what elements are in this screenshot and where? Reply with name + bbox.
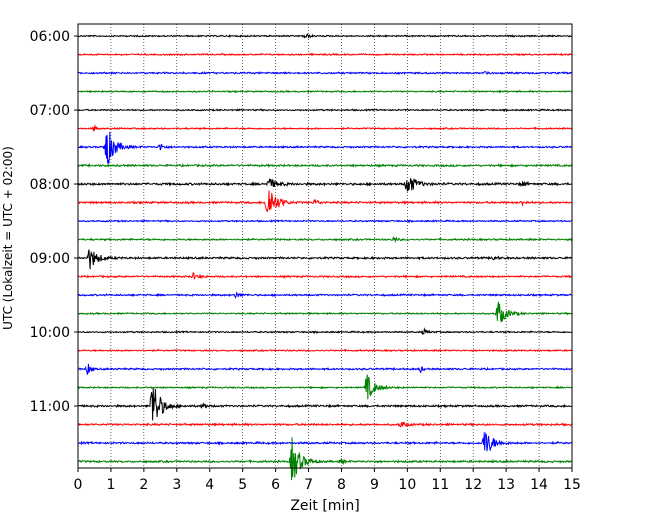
x-tick-label: 9 <box>370 477 379 493</box>
seismogram-trace <box>77 178 573 192</box>
x-tick-label: 1 <box>106 477 115 493</box>
seismogram-trace <box>77 432 573 452</box>
x-tick-label: 8 <box>337 477 346 493</box>
seismogram-trace <box>77 301 573 323</box>
y-axis-ticks: 06:00 07:00 08:00 09:00 10:00 11:00 <box>30 29 78 415</box>
x-axis-label: Zeit [min] <box>290 498 359 514</box>
x-axis-ticks: 0 1 2 3 4 5 6 7 8 9 10 11 12 13 14 15 <box>74 468 581 493</box>
seismogram-trace <box>77 271 573 280</box>
x-tick-label: 0 <box>74 477 83 493</box>
y-axis-label: UTC (Lokalzeit = UTC + 02:00) <box>1 146 15 330</box>
y-tick-label: 06:00 <box>30 29 70 45</box>
y-tick-label: 07:00 <box>30 103 70 119</box>
seismogram-trace <box>77 162 572 169</box>
plot-frame <box>77 23 573 469</box>
seismogram-trace <box>77 421 573 428</box>
seismogram-trace <box>77 387 573 421</box>
x-tick-label: 5 <box>238 477 247 493</box>
seismogram-trace <box>77 327 573 335</box>
seismogram-trace <box>77 219 573 224</box>
x-tick-label: 6 <box>271 477 280 493</box>
x-tick-label: 7 <box>304 477 313 493</box>
y-tick-label: 08:00 <box>30 177 70 193</box>
seismogram-trace <box>77 131 573 164</box>
seismogram-trace <box>77 108 573 113</box>
x-tick-label: 4 <box>205 477 214 493</box>
seismogram-trace <box>77 124 573 133</box>
seismogram-trace <box>77 33 573 39</box>
x-tick-label: 14 <box>530 477 548 493</box>
seismogram-trace <box>77 89 573 94</box>
seismogram-trace <box>77 70 573 76</box>
y-tick-label: 09:00 <box>30 251 70 267</box>
seismogram-trace <box>77 291 573 299</box>
seismogram-trace <box>77 348 573 353</box>
seismogram-trace <box>77 52 573 57</box>
x-tick-label: 2 <box>139 477 148 493</box>
y-tick-label: 10:00 <box>30 325 70 341</box>
x-tick-label: 12 <box>464 477 482 493</box>
x-tick-label: 10 <box>398 477 416 493</box>
seismogram-trace <box>77 374 573 400</box>
x-tick-label: 13 <box>497 477 515 493</box>
y-tick-label: 11:00 <box>30 399 70 415</box>
seismogram-trace <box>77 236 573 244</box>
x-tick-label: 11 <box>431 477 449 493</box>
seismogram-trace <box>77 363 573 375</box>
seismic-traces <box>77 33 573 481</box>
x-tick-label: 3 <box>172 477 181 493</box>
seismogram-trace <box>77 249 573 270</box>
x-tick-label: 15 <box>563 477 581 493</box>
seismogram-trace <box>77 190 573 213</box>
seismogram-trace <box>77 437 573 481</box>
